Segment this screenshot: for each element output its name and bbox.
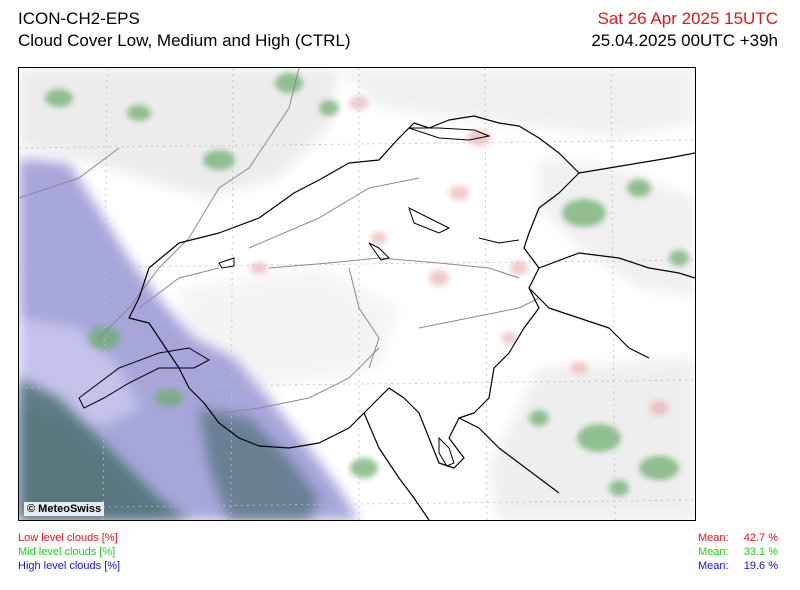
legend-high: High level clouds [%] [18, 560, 121, 572]
national-borders [128, 115, 695, 520]
copyright-label: © MeteoSwiss [24, 502, 105, 516]
lakes [78, 127, 520, 467]
lake-lucerne [408, 207, 451, 234]
time-block: Sat 26 Apr 2025 15UTC 25.04.2025 00UTC +… [591, 8, 778, 52]
mean-mid: Mean: 33.1 % [698, 545, 778, 559]
cloud-legend: Low level clouds [%] Mid level clouds [%… [18, 531, 120, 573]
product-name: Cloud Cover Low, Medium and High (CTRL) [18, 31, 351, 50]
legend-mid: Mid level clouds [%] [18, 546, 116, 558]
model-name: ICON-CH2-EPS [18, 9, 140, 28]
valid-time: Sat 26 Apr 2025 15UTC [597, 9, 778, 28]
legend-low: Low level clouds [%] [18, 532, 118, 544]
lake-constance [408, 127, 491, 141]
mid-cloud-patches [45, 73, 689, 496]
run-info: 25.04.2025 00UTC +39h [591, 31, 778, 50]
mean-low-value: 42.7 % [743, 532, 778, 544]
mean-mid-label: Mean: [698, 546, 729, 558]
lake-geneva [78, 347, 211, 409]
lake-maggiore [438, 436, 455, 467]
low-cloud-patches [250, 96, 669, 416]
cloud-cover-map: © MeteoSwiss [18, 67, 696, 521]
mean-high: Mean: 19.6 % [698, 559, 778, 573]
mean-mid-value: 33.1 % [743, 546, 778, 558]
mean-low-label: Mean: [698, 532, 729, 544]
mean-high-value: 19.6 % [743, 560, 778, 572]
title-block: ICON-CH2-EPS Cloud Cover Low, Medium and… [18, 8, 351, 52]
mean-low: Mean: 42.7 % [698, 531, 778, 545]
mean-values: Mean: 42.7 % Mean: 33.1 % Mean: 19.6 % [698, 531, 778, 573]
map-canvas [19, 68, 695, 520]
overlap-cloud-layer [19, 378, 319, 520]
mean-high-label: Mean: [698, 560, 729, 572]
lake-neuchatel [218, 257, 235, 269]
lake-thun [368, 242, 390, 261]
lake-walen [478, 237, 520, 244]
regional-borders [19, 68, 540, 414]
